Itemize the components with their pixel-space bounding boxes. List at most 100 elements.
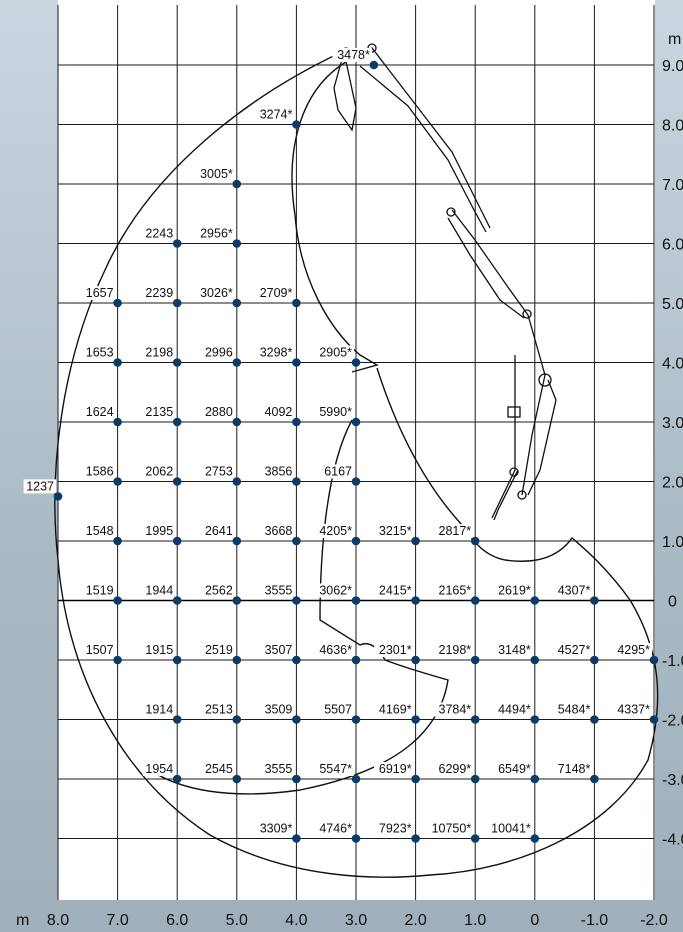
point-label: 6919* <box>379 762 412 776</box>
y-tick-label: 7.0 <box>662 177 683 194</box>
point-label-bg <box>374 643 414 657</box>
y-tick-label: 1.0 <box>662 534 683 551</box>
y-tick-label: 4.0 <box>662 356 683 373</box>
point-label: 1519 <box>86 584 114 598</box>
point-label: 4295* <box>617 643 650 657</box>
point-label: 4494* <box>498 703 531 717</box>
point-label: 4746* <box>319 822 352 836</box>
capacity-point <box>232 774 242 784</box>
point-label-bg <box>195 226 235 241</box>
capacity-point <box>411 715 420 724</box>
point-label: 1237 <box>26 479 54 493</box>
x-tick-label: 5.0 <box>226 912 248 929</box>
capacity-point <box>292 536 301 546</box>
point-label-bg <box>142 524 176 538</box>
point-label-bg <box>493 762 533 776</box>
point-label-bg <box>433 524 474 538</box>
x-tick-label: -1.0 <box>581 912 609 929</box>
point-label-bg <box>493 583 533 598</box>
capacity-point <box>113 596 122 605</box>
point-label-bg <box>142 583 176 598</box>
point-label-bg <box>374 702 414 717</box>
axes: m 8.0 7.0 6.0 5.0 4.0 3.0 2.0 1.0 0 -1.0 -2.0 m 9.0 8.… <box>16 31 683 929</box>
inner-upper-curve <box>291 61 379 373</box>
capacity-point <box>351 774 361 784</box>
capacity-point <box>113 536 122 546</box>
point-label-bg <box>374 821 414 836</box>
point-label-bg <box>202 583 235 598</box>
y-tick-label: -2.0 <box>662 713 683 730</box>
capacity-point <box>470 536 480 546</box>
capacity-point <box>292 417 301 427</box>
capacity-point <box>530 715 540 724</box>
point-label: 2641 <box>205 524 233 538</box>
point-label-bg <box>433 762 474 776</box>
point-label: 1657 <box>86 286 114 300</box>
capacity-point <box>113 655 122 665</box>
point-label-bg <box>314 345 354 360</box>
capacity-point <box>113 417 122 427</box>
capacity-point <box>292 655 301 665</box>
y-tick-label: -1.0 <box>662 653 683 670</box>
point-label-bg <box>612 702 652 717</box>
point-label-bg <box>23 479 57 494</box>
point-label-bg <box>552 643 593 657</box>
capacity-point <box>232 655 242 665</box>
point-label: 7923* <box>379 822 412 836</box>
x-axis-unit: m <box>16 912 29 929</box>
point-label-bg <box>142 286 176 300</box>
point-label: 2239 <box>145 286 173 300</box>
capacity-point <box>649 715 659 724</box>
point-label-bg <box>493 643 533 657</box>
point-label: 2880 <box>205 405 233 419</box>
point-label: 2415* <box>379 584 412 598</box>
point-label-bg <box>142 464 176 479</box>
point-label-bg <box>142 226 176 241</box>
point-label: 10750* <box>432 822 472 836</box>
point-label: 5990* <box>319 405 352 419</box>
point-label-bg <box>314 524 354 538</box>
point-label-bg <box>202 762 235 776</box>
capacity-point <box>172 239 182 248</box>
point-label: 1914 <box>145 703 173 717</box>
point-label-bg <box>552 583 593 598</box>
capacity-point <box>292 596 301 605</box>
point-label: 7148* <box>558 762 591 776</box>
point-label-bg <box>142 643 176 657</box>
point-label-bg <box>262 405 295 419</box>
capacity-point <box>113 358 122 367</box>
point-label-bg <box>142 702 176 717</box>
point-label-bg <box>83 524 116 538</box>
point-label-bg <box>552 702 593 717</box>
capacity-point <box>292 715 301 724</box>
x-tick-label: 0 <box>530 912 539 929</box>
point-label-bg <box>202 345 235 360</box>
capacity-point <box>351 417 361 427</box>
capacity-point <box>530 834 540 843</box>
point-label-bg <box>254 286 295 300</box>
inner-lower-curve <box>149 419 449 795</box>
capacity-point <box>172 298 182 308</box>
point-label: 2062 <box>145 465 173 479</box>
x-tick-label: 3.0 <box>345 912 367 929</box>
capacity-point <box>411 774 420 784</box>
point-label: 2996 <box>205 346 233 360</box>
capacity-point <box>172 536 182 546</box>
point-label-bg <box>262 524 295 538</box>
capacity-point <box>351 536 361 546</box>
capacity-point <box>470 655 480 665</box>
capacity-point <box>172 655 182 665</box>
data-points: 3478* 3274* 3005* 2243 2956* 1657 2239 3026* 270… <box>23 48 659 843</box>
point-label: 3555 <box>265 584 293 598</box>
point-label-bg <box>426 821 474 836</box>
point-label-bg <box>202 524 235 538</box>
point-label: 1507 <box>86 643 114 657</box>
point-label-bg <box>142 345 176 360</box>
capacity-point <box>470 834 480 843</box>
point-label: 4636* <box>319 643 352 657</box>
x-tick-label: 8.0 <box>47 912 69 929</box>
capacity-point <box>292 120 301 129</box>
capacity-point <box>172 358 182 367</box>
point-label-bg <box>314 405 354 419</box>
capacity-point <box>172 417 182 427</box>
